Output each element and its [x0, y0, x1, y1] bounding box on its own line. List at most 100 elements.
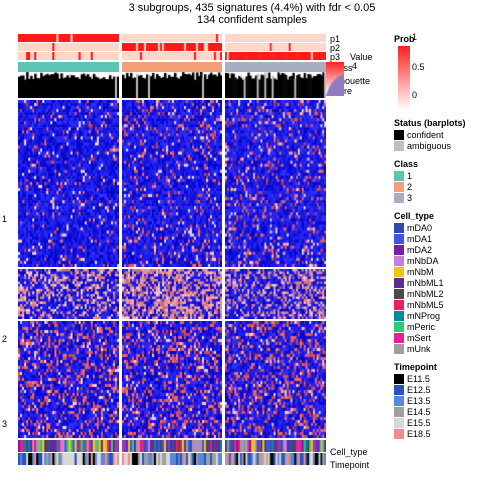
ct-col3 — [225, 440, 326, 452]
hm2-col1 — [18, 269, 119, 319]
prob-legend-title: Prob — [394, 34, 502, 44]
celltype-swatch — [394, 234, 404, 244]
timepoint-item: E12.5 — [394, 385, 502, 395]
silhouette-track — [18, 72, 326, 98]
p1-col3 — [225, 34, 326, 42]
timepoint-item: E15.5 — [394, 418, 502, 428]
timepoint-legend: Timepoint E11.5E12.5E13.5E14.5E15.5E18.5 — [394, 362, 502, 439]
timepoint-item: E13.5 — [394, 396, 502, 406]
class-swatch — [394, 171, 404, 181]
p1-col2 — [122, 34, 223, 42]
figure-title: 3 subgroups, 435 signatures (4.4%) with … — [0, 0, 504, 14]
p3-col3 — [225, 52, 326, 60]
hm2-col2 — [122, 269, 223, 319]
p1-col1 — [18, 34, 119, 42]
celltype-label: mSert — [407, 333, 431, 343]
hm1-col3 — [225, 100, 326, 267]
celltype-swatch — [394, 322, 404, 332]
celltype-item: mNbML2 — [394, 289, 502, 299]
celltype-label: mDA2 — [407, 245, 432, 255]
p3-col2 — [122, 52, 223, 60]
timepoint-label: E12.5 — [407, 385, 431, 395]
celltype-legend-title: Cell_type — [394, 211, 502, 221]
p3-col1 — [18, 52, 119, 60]
celltype-swatch — [394, 245, 404, 255]
heatmap-group-2 — [18, 269, 326, 319]
celltype-swatch — [394, 278, 404, 288]
celltype-item: mNbDA — [394, 256, 502, 266]
celltype-label: mNbM — [407, 267, 434, 277]
celltype-item: mDA0 — [394, 223, 502, 233]
celltype-label: mNbDA — [407, 256, 439, 266]
celltype-swatch — [394, 289, 404, 299]
status-legend: Status (barplots) confidentambiguous — [394, 118, 502, 151]
timepoint-label: E18.5 — [407, 429, 431, 439]
prob-tick-05: 0.5 — [412, 62, 425, 72]
celltype-item: mNbML5 — [394, 300, 502, 310]
class-track — [18, 62, 326, 72]
class-item: 2 — [394, 182, 502, 192]
celltype-item: mNProg — [394, 311, 502, 321]
class-swatch — [394, 193, 404, 203]
status-label: confident — [407, 130, 444, 140]
ct-col2 — [122, 440, 223, 452]
prob-tick-1: 1 — [412, 32, 417, 42]
p2-col1 — [18, 43, 119, 51]
p1-track — [18, 34, 326, 42]
celltype-legend: Cell_type mDA0mDA1mDA2mNbDAmNbMmNbML1mNb… — [394, 211, 502, 354]
class-legend: Class 123 — [394, 159, 502, 203]
hm1-col2 — [122, 100, 223, 267]
hm1-col1 — [18, 100, 119, 267]
hm2-col3 — [225, 269, 326, 319]
heatmap-group-3 — [18, 321, 326, 438]
class-label: 2 — [407, 182, 412, 192]
ct-col1 — [18, 440, 119, 452]
celltype-item: mDA1 — [394, 234, 502, 244]
timepoint-swatch — [394, 407, 404, 417]
class-col3 — [225, 62, 326, 72]
row-label-1: 1 — [2, 214, 7, 224]
celltype-swatch — [394, 300, 404, 310]
tp-col3 — [225, 453, 326, 465]
celltype-label: mNProg — [407, 311, 440, 321]
celltype-label: mNbML1 — [407, 278, 444, 288]
celltype-label: mNbML5 — [407, 300, 444, 310]
celltype-label: mPeric — [407, 322, 435, 332]
prob-legend: Prob 1 0.5 0 — [394, 34, 502, 110]
label-p3: p3 — [330, 52, 340, 62]
timepoint-swatch — [394, 396, 404, 406]
class-legend-title: Class — [394, 159, 502, 169]
status-label: ambiguous — [407, 141, 451, 151]
status-swatch — [394, 130, 404, 140]
figure-subtitle: 134 confident samples — [0, 14, 504, 28]
p3-track — [18, 52, 326, 60]
celltype-label: mDA0 — [407, 223, 432, 233]
celltype-item: mSert — [394, 333, 502, 343]
timepoint-legend-title: Timepoint — [394, 362, 502, 372]
celltype-swatch — [394, 256, 404, 266]
celltype-label: mNbML2 — [407, 289, 444, 299]
legends: Prob 1 0.5 0 Status (barplots) confident… — [394, 34, 502, 447]
celltype-item: mDA2 — [394, 245, 502, 255]
celltype-item: mPeric — [394, 322, 502, 332]
timepoint-label: E13.5 — [407, 396, 431, 406]
sil-col2 — [122, 72, 223, 98]
timepoint-label: E15.5 — [407, 418, 431, 428]
timepoint-label: E14.5 — [407, 407, 431, 417]
class-col2 — [122, 62, 223, 72]
p2-track — [18, 43, 326, 51]
label-timepoint: Timepoint — [330, 460, 369, 470]
class-col1 — [18, 62, 119, 72]
celltype-item: mNbM — [394, 267, 502, 277]
celltype-track — [18, 440, 326, 452]
heatmap-group-1 — [18, 100, 326, 267]
celltype-swatch — [394, 311, 404, 321]
celltype-swatch — [394, 267, 404, 277]
timepoint-label: E11.5 — [407, 374, 430, 384]
celltype-label: mUnk — [407, 344, 431, 354]
celltype-item: mUnk — [394, 344, 502, 354]
status-swatch — [394, 141, 404, 151]
label-celltype: Cell_type — [330, 447, 368, 457]
celltype-swatch — [394, 344, 404, 354]
class-swatch — [394, 182, 404, 192]
